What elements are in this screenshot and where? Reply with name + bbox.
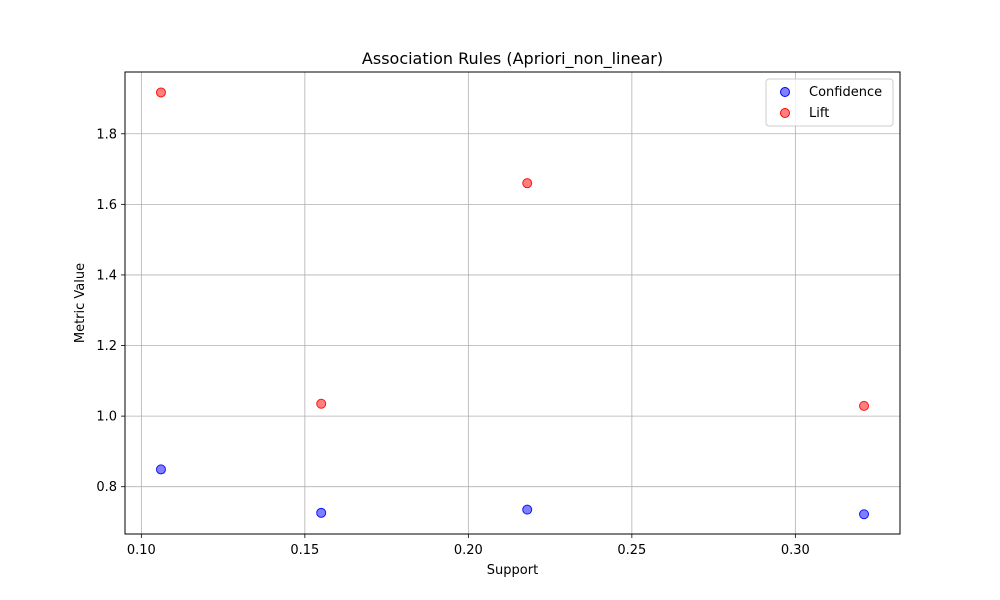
y-tick-label: 0.8 — [96, 480, 117, 495]
x-tick-label: 0.30 — [781, 543, 810, 558]
y-tick-label: 1.2 — [96, 339, 117, 354]
legend-label-lift: Lift — [809, 106, 829, 121]
point-lift — [155, 87, 166, 98]
data-points — [155, 87, 870, 520]
point-confidence — [522, 504, 533, 515]
y-tick-label: 1.8 — [96, 127, 117, 142]
legend-marker-lift — [780, 108, 790, 118]
point-confidence — [155, 464, 166, 475]
legend-marker-confidence — [780, 87, 790, 97]
y-tick-label: 1.0 — [96, 410, 117, 425]
y-axis-ticks: 0.8 1.0 1.2 1.4 1.6 1.8 — [96, 127, 125, 495]
y-axis-label: Metric Value — [73, 263, 88, 343]
legend-box — [765, 78, 894, 127]
chart-title: Association Rules (Apriori_non_linear) — [362, 49, 663, 69]
legend: Confidence Lift — [765, 78, 894, 127]
x-axis-label: Support — [487, 563, 538, 578]
x-tick-label: 0.10 — [127, 543, 156, 558]
point-lift — [522, 178, 533, 189]
y-tick-label: 1.6 — [96, 198, 117, 213]
point-confidence — [316, 507, 327, 518]
point-lift — [859, 400, 870, 411]
x-axis-ticks: 0.10 0.15 0.20 0.25 0.30 — [127, 534, 810, 558]
y-tick-label: 1.4 — [96, 268, 117, 283]
legend-label-confidence: Confidence — [809, 85, 882, 100]
x-tick-label: 0.25 — [617, 543, 646, 558]
grid-lines — [125, 72, 900, 534]
x-tick-label: 0.15 — [290, 543, 319, 558]
plot-frame — [124, 71, 901, 535]
point-lift — [316, 398, 327, 409]
point-confidence — [859, 509, 870, 520]
x-tick-label: 0.20 — [454, 543, 483, 558]
